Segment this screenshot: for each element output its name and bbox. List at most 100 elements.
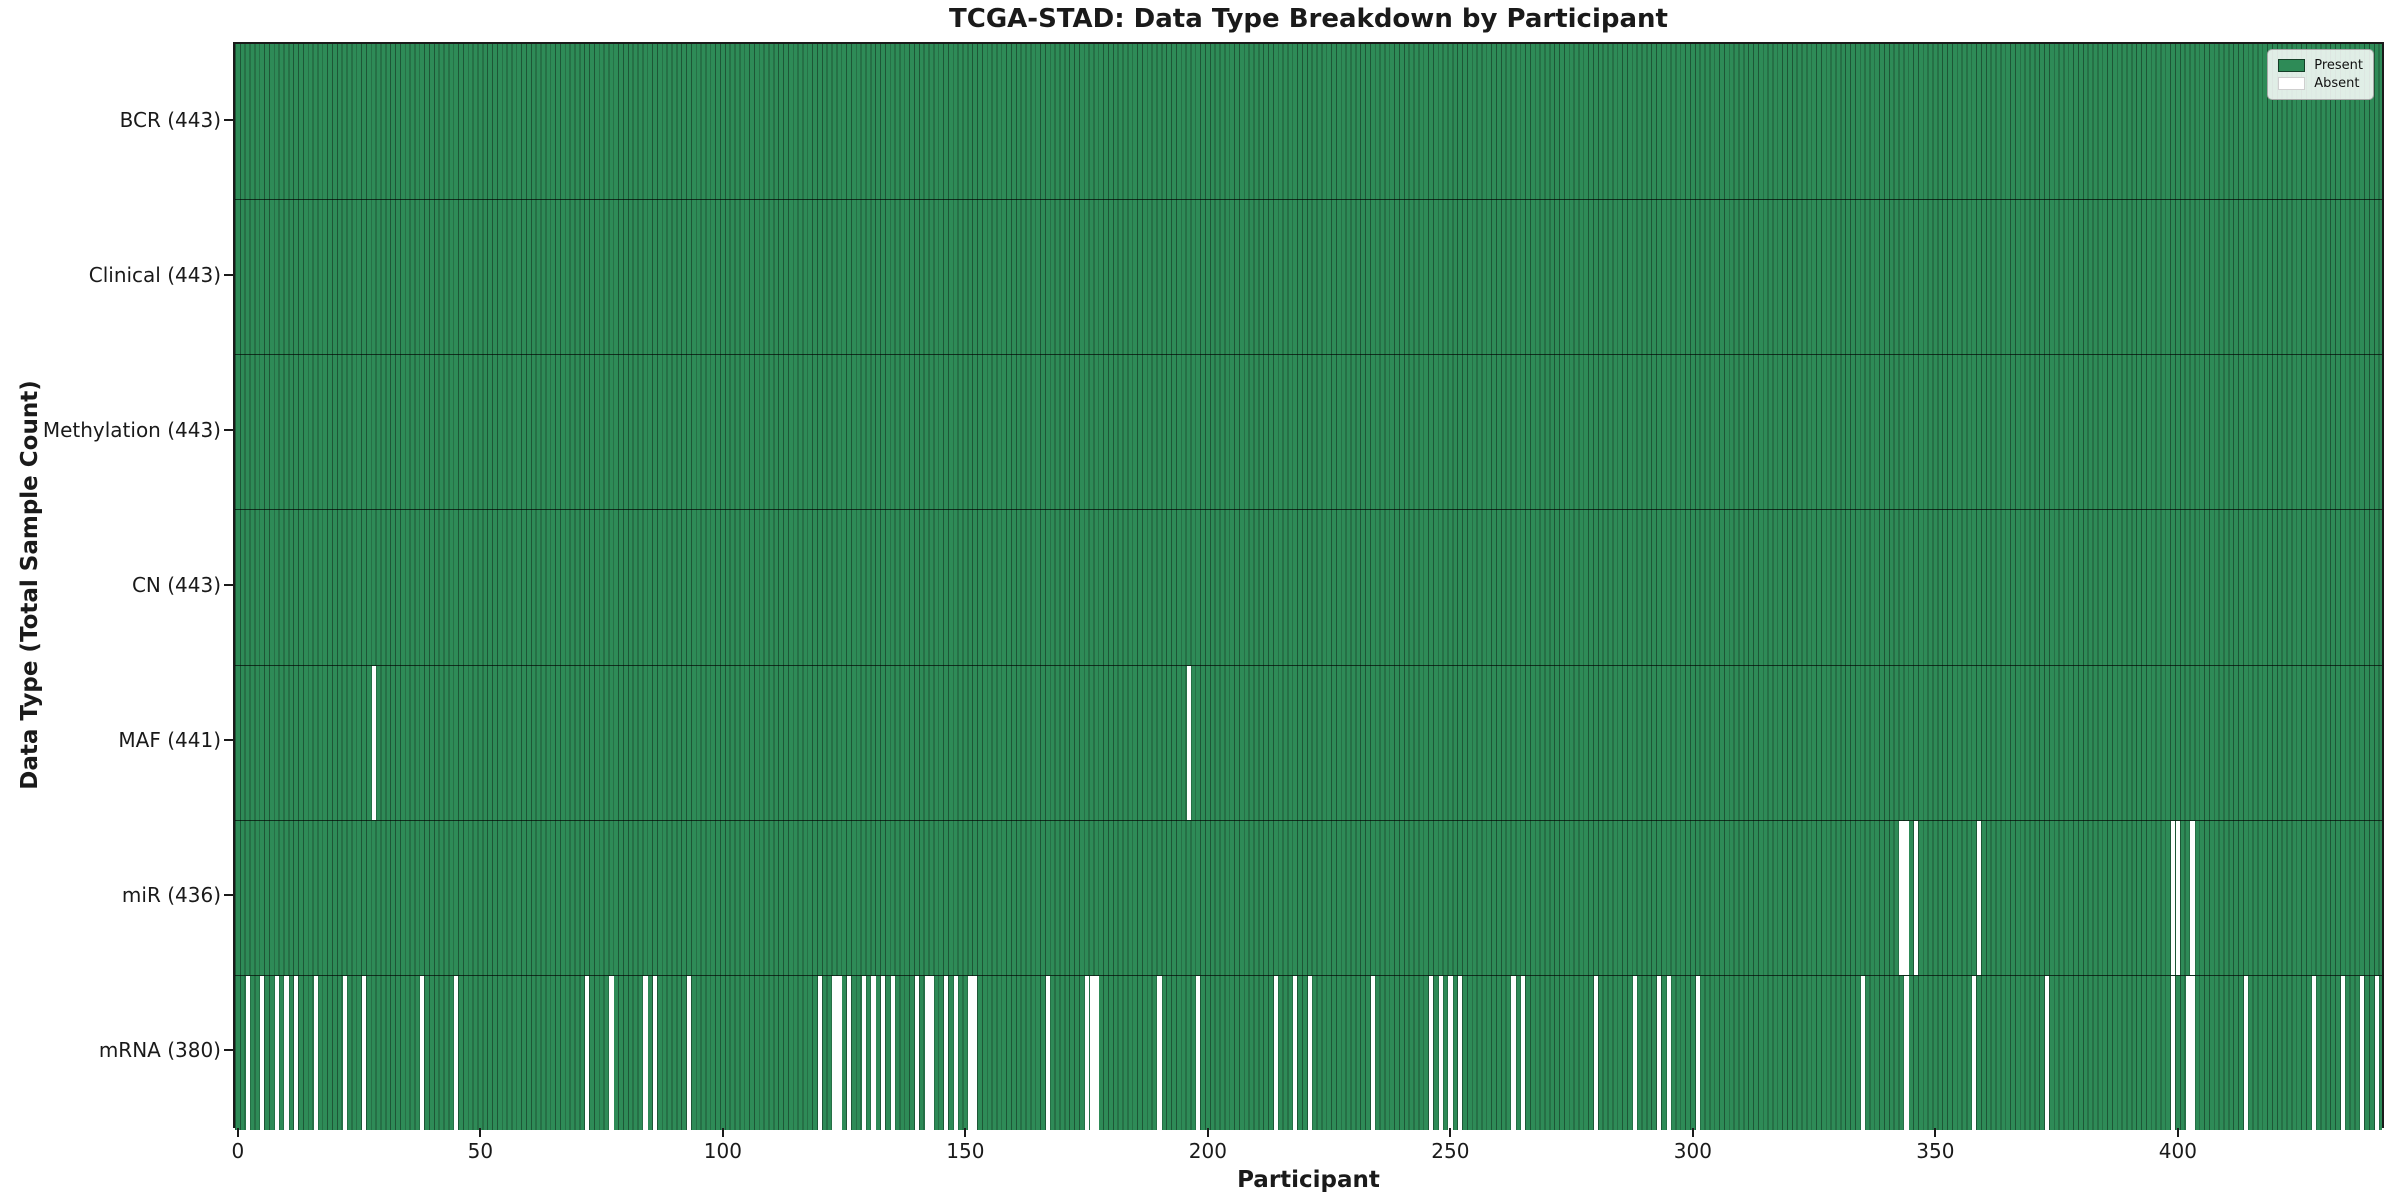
absent-stripe [420, 975, 425, 1130]
x-tick-label: 100 [703, 1139, 742, 1163]
absent-stripe [847, 975, 852, 1130]
y-tick-mark [224, 428, 233, 431]
absent-stripe [2243, 975, 2249, 1130]
absent-stripe [837, 975, 842, 1130]
absent-stripe [1914, 820, 1919, 975]
x-tick-label: 200 [1188, 1139, 1227, 1163]
heatmap-row-methylation [235, 354, 2382, 510]
absent-stripe [1370, 975, 1376, 1130]
x-axis-title: Participant [1237, 1167, 1380, 1193]
absent-stripe [1632, 975, 1637, 1130]
heatmap-row-maf [235, 664, 2382, 820]
absent-stripe [260, 975, 265, 1130]
y-tick-mark [224, 584, 233, 586]
absent-stripe [1904, 820, 1909, 975]
absent-stripe [1656, 975, 1662, 1130]
absent-stripe [342, 975, 347, 1130]
heatmap-row-mrna [235, 974, 2382, 1130]
absent-stripe [924, 975, 929, 1130]
absent-stripe [832, 975, 837, 1130]
heatmap-rows-container [235, 44, 2382, 1130]
y-tick-mark [224, 894, 233, 897]
absent-stripe [2171, 975, 2176, 1130]
absent-stripe [1511, 975, 1516, 1130]
x-tick-mark [721, 1128, 724, 1137]
absent-stripe [1429, 975, 1434, 1130]
heatmap-row-mir [235, 819, 2382, 975]
absent-stripe [313, 975, 318, 1130]
absent-stripe [968, 975, 973, 1130]
y-tick-mark [224, 273, 233, 276]
absent-stripe [2171, 820, 2176, 975]
absent-stripe [1307, 975, 1312, 1130]
absent-stripe [944, 975, 949, 1130]
x-tick-mark [1449, 1128, 1452, 1137]
absent-stripe [890, 975, 895, 1130]
x-tick-mark [2176, 1128, 2179, 1137]
absent-stripe [817, 975, 823, 1130]
y-tick-label: miR (436) [121, 883, 221, 908]
x-tick-label: 400 [2158, 1139, 2197, 1163]
absent-stripe [1904, 975, 1909, 1130]
absent-stripe [653, 975, 658, 1130]
absent-stripe [1293, 975, 1298, 1130]
plot-area: Present Absent [233, 42, 2384, 1130]
absent-stripe [2340, 975, 2346, 1130]
absent-stripe [1157, 975, 1162, 1130]
x-tick-mark [236, 1128, 239, 1137]
absent-stripe [1186, 665, 1191, 820]
absent-stripe [973, 975, 978, 1130]
absent-stripe [1448, 975, 1453, 1130]
absent-stripe [2044, 975, 2050, 1130]
absent-stripe [2374, 975, 2380, 1130]
absent-stripe [861, 975, 866, 1130]
absent-stripe [880, 975, 886, 1130]
absent-stripe [686, 975, 692, 1130]
chart-title: TCGA-STAD: Data Type Breakdown by Partic… [949, 4, 1668, 34]
absent-stripe [1666, 975, 1671, 1130]
y-tick-mark [224, 739, 233, 742]
absent-stripe [585, 975, 590, 1130]
y-tick-label: mRNA (380) [98, 1038, 221, 1063]
y-tick-mark [224, 1049, 233, 1052]
absent-stripe [294, 975, 299, 1130]
absent-stripe [454, 975, 459, 1130]
absent-stripe [371, 665, 376, 820]
absent-stripe [953, 975, 958, 1130]
absent-stripe [2311, 975, 2316, 1130]
x-tick-label: 0 [231, 1139, 245, 1163]
absent-stripe [2190, 975, 2195, 1130]
legend-entry-absent: Absent [2278, 76, 2363, 91]
absent-stripe [609, 975, 614, 1130]
absent-stripe [929, 975, 934, 1130]
absent-stripe [1521, 975, 1526, 1130]
absent-stripe [245, 975, 250, 1130]
x-tick-label: 150 [946, 1139, 985, 1163]
absent-stripe [284, 975, 289, 1130]
absent-stripe [1273, 975, 1279, 1130]
heatmap-row-cn [235, 509, 2382, 665]
absent-stripe [1196, 975, 1201, 1130]
x-tick-mark [1934, 1128, 1937, 1137]
absent-stripe [2185, 975, 2190, 1130]
absent-stripe [871, 975, 876, 1130]
y-tick-label: BCR (443) [119, 107, 221, 132]
absent-stripe [1084, 975, 1089, 1130]
absent-stripe [1972, 975, 1977, 1130]
absent-stripe [1458, 975, 1463, 1130]
y-tick-label: Methylation (443) [42, 417, 221, 442]
legend: Present Absent [2267, 49, 2374, 100]
absent-stripe [274, 975, 279, 1130]
y-tick-mark [224, 118, 233, 121]
legend-label-absent: Absent [2314, 76, 2360, 91]
x-tick-label: 300 [1673, 1139, 1712, 1163]
absent-stripe [2175, 820, 2181, 975]
heatmap-row-clinical [235, 199, 2382, 355]
absent-stripe [1094, 975, 1099, 1130]
absent-stripe [1045, 975, 1051, 1130]
absent-stripe [1695, 975, 1701, 1130]
x-tick-label: 250 [1431, 1139, 1470, 1163]
present-swatch-icon [2278, 59, 2306, 72]
x-tick-label: 350 [1916, 1139, 1955, 1163]
